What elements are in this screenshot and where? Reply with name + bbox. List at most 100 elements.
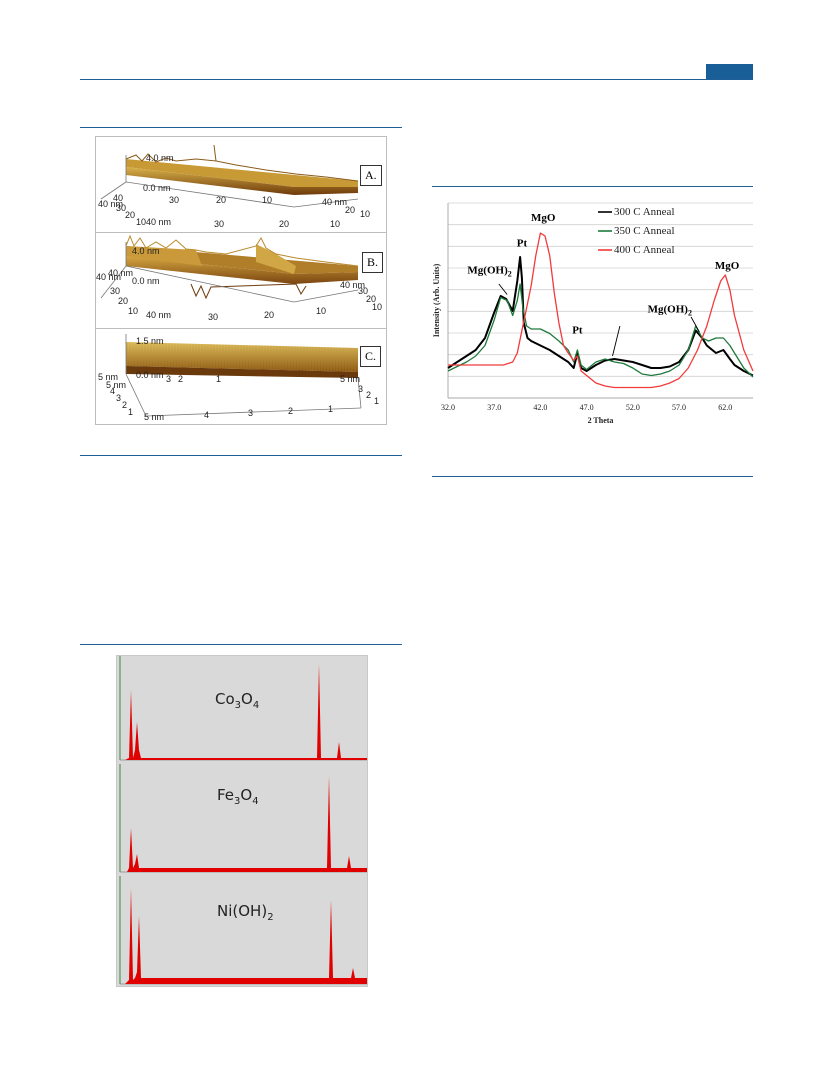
afm-b-bottom-axis-2: 20: [264, 310, 275, 320]
afm-panel-a-tag: A.: [360, 165, 382, 186]
series-line-2: [448, 232, 754, 389]
afm-c-zero-label: 0.0 nm: [136, 370, 164, 380]
afm-c-right-axis-0: 5 nm: [340, 374, 361, 384]
afm-a-left-axis-1: 40: [113, 193, 124, 203]
legend-label-1: 350 C Anneal: [614, 225, 675, 237]
afm-c-mid-axis-1: 2: [178, 374, 184, 384]
afm-c-mid-axis-0: 3: [166, 374, 172, 384]
xrd-figure-bottom-rule: [432, 476, 753, 477]
x-tick-label: 47.0: [580, 403, 594, 412]
annotation-arrow: [690, 316, 700, 333]
y-axis-label: Intensity (Arb. Units): [432, 263, 441, 337]
afm-a-left-axis-2: 30: [116, 203, 127, 213]
afm-c-right-axis-1: 3: [358, 384, 364, 394]
afm-a-height-label: 4.0 nm: [146, 153, 174, 163]
x-tick-label: 62.0: [718, 403, 732, 412]
afm-c-left-axis-1: 5 nm: [106, 380, 127, 390]
legend-label-2: 400 C Anneal: [614, 244, 675, 256]
afm-a-bottom-axis-0: 40 nm: [146, 217, 172, 227]
afm-b-bottom-axis-3: 10: [316, 306, 327, 316]
afm-b-zero-label: 0.0 nm: [132, 276, 160, 286]
afm-b-left-axis-4: 10: [128, 306, 139, 316]
afm-b-left-axis-0: 40 nm: [96, 272, 122, 282]
eds-spectrum-fe3o4: [119, 764, 367, 873]
xrd-chart: 32.0 37.0 42.0 47.0 52.0 57.0 62.0 2 Theta Inten…: [432, 202, 754, 425]
eds-figure-top-rule: [80, 644, 402, 645]
afm-b-right-axis-0: 40 nm: [340, 280, 366, 290]
afm-c-left-axis-0: 5 nm: [98, 372, 119, 382]
afm-figure: 4.0 nm 0.0 nm 40 nm 40 30 20 10 40 nm 30…: [95, 136, 387, 425]
afm-a-extra-bottom-1: 20: [216, 195, 227, 205]
x-tick-label: 52.0: [626, 403, 640, 412]
afm-c-left-axis-5: 1: [128, 407, 134, 417]
annotation-2: Mg(OH)2: [467, 265, 511, 279]
afm-a-right-axis-2: 10: [360, 209, 371, 219]
afm-b-right-axis-1: 30: [358, 286, 369, 296]
eds-label-co3o4: Co3O4: [215, 690, 260, 711]
afm-a-bottom-axis-1: 30: [214, 219, 225, 229]
annotation-arrow: [612, 325, 621, 357]
afm-c-bottom-axis-4: 1: [328, 404, 334, 414]
afm-surface-b: [100, 234, 359, 303]
afm-surface-c: [125, 334, 362, 417]
annotation-0: MgO: [531, 212, 556, 224]
eds-label-fe3o4: Fe3O4: [217, 786, 259, 807]
afm-panel-b: 4.0 nm 0.0 nm 40 nm 40 nm 30 20 10 40 nm…: [96, 232, 386, 329]
afm-panel-c-tag: C.: [360, 346, 382, 367]
afm-b-right-axis-3: 10: [372, 302, 383, 312]
afm-b-bottom-axis-0: 40 nm: [146, 310, 172, 320]
afm-c-bottom-axis-3: 2: [288, 406, 294, 416]
x-tick-label: 57.0: [672, 403, 686, 412]
header-rule: [80, 79, 753, 80]
annotation-arrow: [498, 283, 508, 295]
afm-c-height-label: 1.5 nm: [136, 336, 164, 346]
afm-surface-a: [100, 144, 359, 208]
x-tick-label: 42.0: [533, 403, 547, 412]
afm-panel-b-tag: B.: [362, 252, 384, 273]
afm-c-mid-axis-2: 1: [216, 374, 222, 384]
eds-panel-co3o4: Co3O4: [117, 656, 367, 765]
afm-a-right-axis-0: 40 nm: [322, 197, 348, 207]
afm-c-bottom-axis-0: 5 nm: [144, 412, 165, 422]
afm-panel-a: 4.0 nm 0.0 nm 40 nm 40 30 20 10 40 nm 30…: [96, 137, 386, 233]
afm-b-bottom-axis-1: 30: [208, 312, 219, 322]
annotation-1: Pt: [517, 238, 528, 250]
eds-spectrum-nioh2: [119, 876, 367, 985]
afm-b-left-axis-1: 40 nm: [108, 268, 134, 278]
afm-c-left-axis-3: 3: [116, 393, 122, 403]
afm-c-right-axis-3: 1: [374, 396, 380, 406]
afm-c-bottom-axis-2: 3: [248, 408, 254, 418]
eds-figure: Co3O4 Fe3O4 Ni(OH)2: [116, 655, 368, 987]
afm-panel-c: 1.5 nm 0.0 nm 5 nm 5 nm 4 3 2 1 5 nm 4 3…: [96, 328, 386, 424]
afm-a-bottom-axis-3: 10: [330, 219, 341, 229]
legend-label-0: 300 C Anneal: [614, 206, 675, 218]
eds-spectrum-co3o4: [119, 656, 367, 761]
afm-b-left-axis-2: 30: [110, 286, 121, 296]
afm-a-left-axis-3: 20: [125, 210, 136, 220]
afm-a-zero-label: 0.0 nm: [143, 183, 171, 193]
annotation-3: Pt: [572, 325, 583, 337]
annotation-5: MgO: [715, 260, 740, 272]
eds-panel-fe3o4: Fe3O4: [117, 764, 367, 877]
afm-a-extra-bottom-0: 30: [169, 195, 180, 205]
afm-c-bottom-axis-1: 4: [204, 410, 210, 420]
xrd-figure-top-rule: [432, 186, 753, 187]
afm-a-right-axis-1: 20: [345, 205, 356, 215]
afm-a-extra-bottom-2: 10: [262, 195, 273, 205]
eds-panel-nioh2: Ni(OH)2: [117, 876, 367, 986]
afm-figure-top-rule: [80, 127, 402, 128]
afm-c-left-axis-2: 4: [110, 386, 116, 396]
afm-a-left-axis-0: 40 nm: [98, 199, 124, 209]
x-tick-label: 32.0: [441, 403, 455, 412]
eds-label-nioh2: Ni(OH)2: [217, 902, 274, 923]
afm-c-left-axis-4: 2: [122, 400, 128, 410]
header-tab: [706, 64, 753, 79]
afm-b-height-label: 4.0 nm: [132, 246, 160, 256]
afm-a-bottom-axis-2: 20: [279, 219, 290, 229]
x-axis-label: 2 Theta: [588, 416, 614, 425]
annotation-4: Mg(OH)2: [648, 304, 692, 318]
afm-figure-bottom-rule: [80, 455, 402, 456]
afm-a-left-axis-4: 10: [136, 217, 147, 227]
afm-c-right-axis-2: 2: [366, 390, 372, 400]
x-tick-label: 37.0: [487, 403, 501, 412]
